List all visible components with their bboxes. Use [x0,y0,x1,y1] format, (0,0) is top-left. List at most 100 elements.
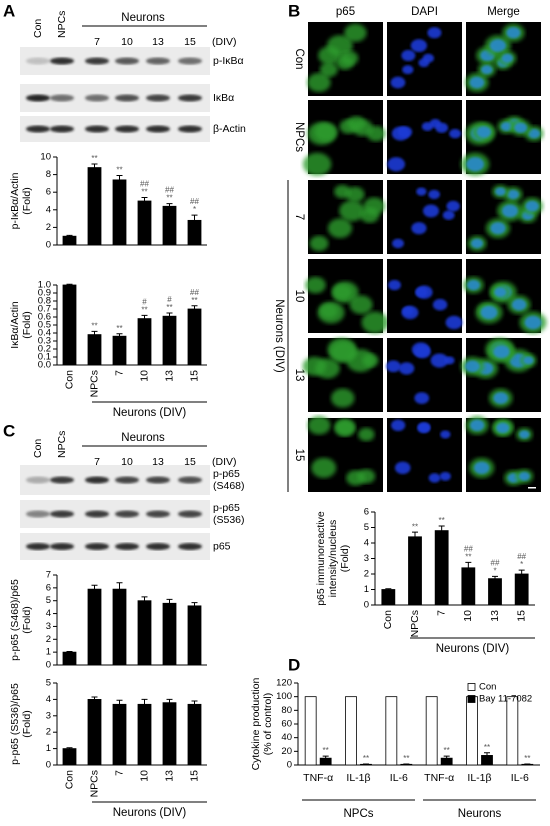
error-bar [166,698,173,703]
error-bar [191,214,198,221]
row-label: 10 [293,290,305,303]
significance-label: ** [439,516,445,525]
nucleus [469,76,485,89]
significance-label: ** [166,194,172,203]
nucleus [416,187,427,196]
significance-label: * [520,560,523,569]
y-tick-label: 0 [46,760,51,771]
unit-label: (DIV) [212,36,237,48]
y-tick-label: 4 [46,204,51,215]
x-tick-label: 13 [163,770,175,782]
error-bar [141,314,148,319]
y-tick-label: 0 [364,600,369,611]
y-axis-label: (Fold) [21,187,33,214]
significance-label: ** [191,296,197,305]
nucleus [490,222,506,235]
error-bar [66,234,73,237]
y-tick-label: 6 [46,582,51,593]
blot-band [50,125,74,133]
blot-band [50,543,74,550]
row-label: 7 [293,214,305,220]
x-tick-label: 10 [138,370,150,382]
error-bar [116,699,123,705]
y-axis-label: IκBα/Actin [9,301,21,349]
blot-band [146,476,170,484]
nucleus [402,65,414,75]
cell-p65 [309,235,329,252]
blot-band [50,57,74,65]
nucleus [422,204,440,218]
significance-label: ** [403,754,409,763]
bar [112,335,127,366]
bar [137,318,152,366]
nucleus [401,49,416,62]
y-axis-label: p-IκBα/Actin [9,172,21,229]
lane-label: 15 [184,456,196,468]
bar [162,205,177,246]
nucleus [500,121,513,131]
blot-band [85,476,109,484]
bar [408,536,422,606]
y-tick-label: 0.6 [38,312,51,323]
blot-label: (S536) [213,514,245,526]
blot-band [115,125,139,133]
nucleus [401,305,419,320]
blot-label: (S468) [213,480,245,492]
bar [345,696,357,766]
significance-label: ## [165,186,174,195]
y-axis-label: p-p65 (S468)/p65 [9,579,21,661]
significance-label: ## [464,544,473,553]
cell-p65 [302,152,332,176]
lane-label: Con [32,19,44,38]
nucleus [494,287,507,298]
bar [162,602,177,666]
bar [112,179,127,246]
y-tick-label: 10 [40,152,51,163]
y-tick-label: 80 [281,705,292,716]
bar [187,703,202,766]
bar [137,600,152,666]
group-label: Neurons [458,808,502,820]
blot-band [115,510,139,518]
x-tick-label: 15 [515,610,527,622]
nucleus [501,204,519,218]
x-tick-label: 13 [489,610,501,622]
nucleus [432,298,448,311]
nucleus [506,27,521,39]
y-tick-label: 0.0 [38,360,51,371]
x-tick-label: 7 [113,770,125,776]
nucleus [446,200,460,212]
blot-band [26,476,50,484]
nucleus [507,189,520,200]
error-bar [412,531,418,537]
y-tick-label: 0.5 [38,320,51,331]
y-axis-label: (Fold) [21,710,33,737]
blot-label: p-IκBα [213,55,244,67]
x-tick-label: TNF-α [424,772,454,784]
significance-label: ** [323,746,329,755]
blot-band [146,125,170,133]
bar [187,605,202,666]
bar [304,696,317,766]
column-label: p65 [336,6,355,18]
bar [87,167,102,246]
y-axis-label: p-p65 (S536)/p65 [9,683,21,765]
nucleus [428,473,441,483]
y-tick-label: 1 [46,743,51,754]
nucleus [481,65,493,75]
significance-label: ## [190,197,199,206]
y-tick-label: 6 [364,507,369,518]
cell-p65 [307,416,331,435]
significance-label: * [193,205,196,214]
bar [514,573,529,606]
nucleus [501,53,514,63]
x-tick-label: 15 [188,770,200,782]
blot-band [178,543,202,550]
bar [466,696,478,766]
unit-label: (DIV) [212,456,237,468]
y-tick-label: 6 [46,187,51,198]
bar [425,696,438,766]
y-tick-label: 0.8 [38,296,51,307]
blot-band [26,125,50,133]
